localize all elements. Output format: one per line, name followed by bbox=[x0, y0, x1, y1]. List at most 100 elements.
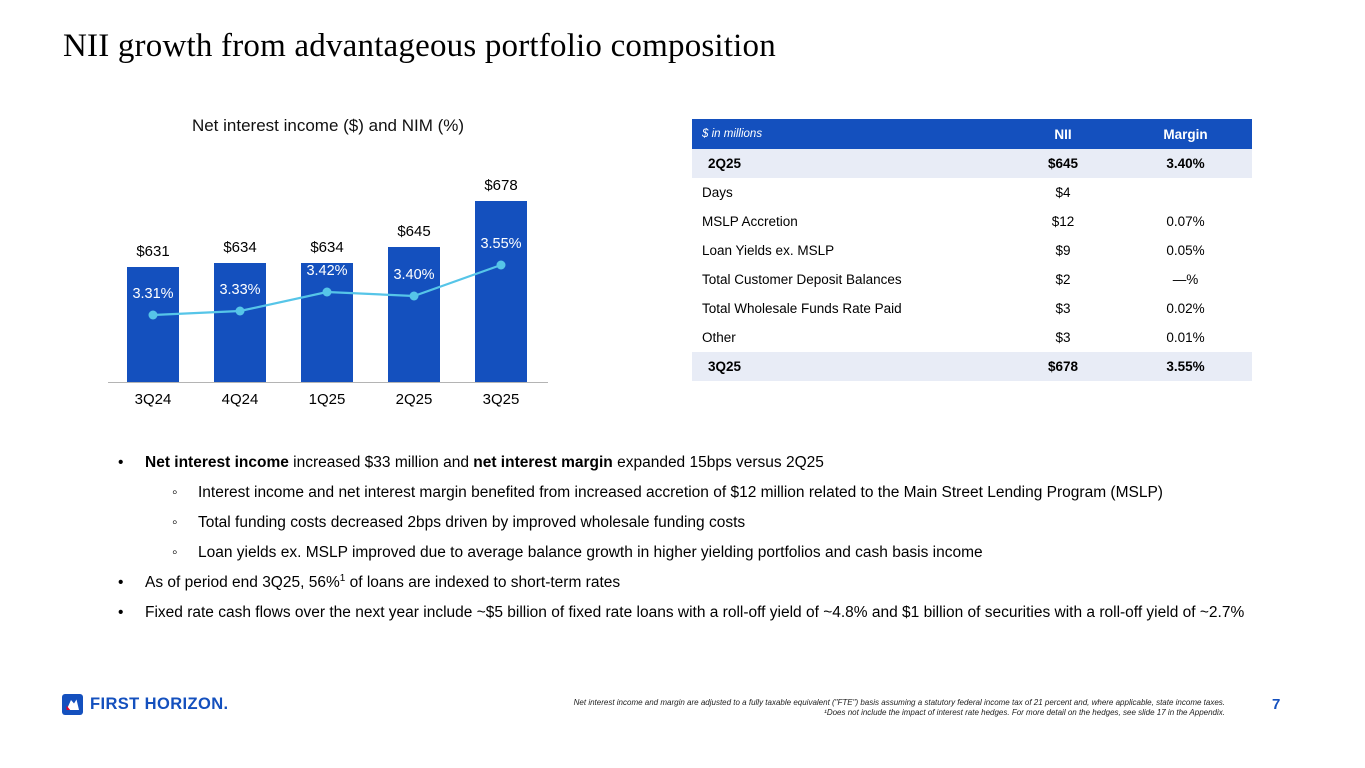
bullet-text: Loan yields ex. MSLP improved due to ave… bbox=[198, 542, 983, 563]
nii-bridge-table: $ in millions NII Margin 2Q25 $645 3.40% Da… bbox=[692, 119, 1252, 381]
nim-point bbox=[148, 310, 158, 320]
nii-value: $678 bbox=[1047, 359, 1079, 374]
table-row-days: Days $4 bbox=[692, 178, 1252, 207]
bullet-item: ◦ Loan yields ex. MSLP improved due to av… bbox=[172, 542, 1338, 563]
table-row-total-wholesale-funds-rate-paid: Total Wholesale Funds Rate Paid $3 0.02% bbox=[692, 294, 1252, 323]
nim-line bbox=[148, 260, 506, 320]
text-segment: of loans are indexed to short-term rates bbox=[345, 574, 621, 591]
nim-point bbox=[322, 287, 332, 297]
margin-value: 3.40% bbox=[1166, 156, 1205, 171]
bullet-marker: • bbox=[118, 454, 124, 471]
first-horizon-logo: FIRST HORIZON. bbox=[62, 694, 229, 715]
bullet-text: Fixed rate cash flows over the next year… bbox=[145, 602, 1244, 623]
nim-value-label: 3.42% bbox=[306, 263, 348, 279]
nii-value: $2 bbox=[1055, 272, 1071, 287]
x-axis-label: 4Q24 bbox=[221, 391, 259, 408]
bullet-list: • Net interest income increased $33 milli… bbox=[118, 452, 1338, 632]
margin-value: 3.55% bbox=[1166, 359, 1205, 374]
bullet-marker: • bbox=[118, 574, 124, 591]
x-axis-label: 1Q25 bbox=[308, 391, 346, 408]
bullet-marker: • bbox=[118, 604, 124, 621]
nim-value-label: 3.31% bbox=[132, 286, 174, 302]
bullet-marker: ◦ bbox=[172, 514, 178, 531]
bullet-item: ◦ Interest income and net interest margin… bbox=[172, 482, 1338, 503]
table-header-units: $ in millions bbox=[692, 119, 1007, 149]
bar-value-label: $634 bbox=[223, 239, 257, 256]
text-segment: Total funding costs decreased 2bps drive… bbox=[198, 514, 746, 531]
table-header-nii: NII bbox=[1007, 119, 1119, 149]
logo-wordmark: FIRST HORIZON. bbox=[90, 695, 229, 713]
text-segment: 1 bbox=[339, 572, 346, 584]
table-header-row: $ in millions NII Margin bbox=[692, 119, 1252, 149]
nii-value: $9 bbox=[1055, 243, 1071, 258]
nim-value-label: 3.33% bbox=[219, 282, 261, 298]
bullet-text: As of period end 3Q25, 56%1 of loans are… bbox=[145, 572, 620, 593]
bar-value-label: $631 bbox=[136, 243, 170, 260]
bullet-marker: ◦ bbox=[172, 484, 178, 501]
bullet-item: • Fixed rate cash flows over the next yea… bbox=[118, 602, 1338, 623]
table-header-margin: Margin bbox=[1119, 119, 1252, 149]
nii-nim-chart: $631 3.31% 3Q24 $634 3.33% 4Q24 $634 3.42% 1Q25 $… bbox=[108, 177, 558, 420]
x-axis-label: 3Q25 bbox=[482, 391, 520, 408]
nim-value-label: 3.40% bbox=[393, 267, 435, 283]
text-segment: As of period end 3Q25, 56% bbox=[145, 574, 340, 591]
table-row-loan-yields-ex-mslp: Loan Yields ex. MSLP $9 0.05% bbox=[692, 236, 1252, 265]
nii-value: $3 bbox=[1055, 301, 1071, 316]
bar-value-label: $645 bbox=[397, 223, 431, 240]
nim-point bbox=[235, 306, 245, 316]
bar-value-label: $678 bbox=[484, 177, 518, 194]
row-label: Total Customer Deposit Balances bbox=[702, 272, 902, 287]
bullet-item: ◦ Total funding costs decreased 2bps driv… bbox=[172, 512, 1338, 533]
bullet-text: Net interest income increased $33 millio… bbox=[145, 452, 824, 473]
table-row-3q25: 3Q25 $678 3.55% bbox=[692, 352, 1252, 381]
nii-value: $4 bbox=[1055, 185, 1071, 200]
margin-value: —% bbox=[1172, 272, 1199, 287]
nii-value: $12 bbox=[1051, 214, 1075, 229]
row-label: 2Q25 bbox=[708, 156, 742, 171]
bar-2Q25 bbox=[388, 247, 440, 382]
row-label: MSLP Accretion bbox=[702, 214, 798, 229]
text-segment: Net interest income bbox=[145, 454, 289, 471]
x-axis-label: 3Q24 bbox=[134, 391, 172, 408]
margin-value: 0.02% bbox=[1166, 301, 1205, 316]
nim-point bbox=[496, 260, 506, 270]
row-label: Other bbox=[702, 330, 736, 345]
chart-title: Net interest income ($) and NIM (%) bbox=[191, 116, 465, 135]
table-row-other: Other $3 0.01% bbox=[692, 323, 1252, 352]
bullet-text: Interest income and net interest margin … bbox=[198, 482, 1163, 503]
bullet-text: Total funding costs decreased 2bps drive… bbox=[198, 512, 745, 533]
row-label: Total Wholesale Funds Rate Paid bbox=[702, 301, 902, 316]
text-segment: expanded 15bps versus 2Q25 bbox=[612, 454, 824, 471]
bar-4Q24 bbox=[214, 263, 266, 382]
text-segment: Loan yields ex. MSLP improved due to ave… bbox=[198, 544, 983, 561]
table-row-mslp-accretion: MSLP Accretion $12 0.07% bbox=[692, 207, 1252, 236]
margin-value bbox=[1119, 178, 1252, 207]
bar-1Q25 bbox=[301, 263, 353, 382]
bar-3Q24 bbox=[127, 267, 179, 382]
x-axis-label: 2Q25 bbox=[395, 391, 433, 408]
footnote-line-2: ¹Does not include the impact of interest… bbox=[824, 707, 1225, 717]
x-axis-line bbox=[108, 382, 548, 383]
row-label: Loan Yields ex. MSLP bbox=[702, 243, 835, 258]
bullet-item: • As of period end 3Q25, 56%1 of loans ar… bbox=[118, 572, 1338, 593]
page-title: NII growth from advantageous portfolio c… bbox=[63, 28, 776, 64]
text-segment: Interest income and net interest margin … bbox=[198, 484, 1163, 501]
nii-value: $3 bbox=[1055, 330, 1071, 345]
nim-value-label: 3.55% bbox=[480, 236, 522, 252]
text-segment: increased $33 million and bbox=[288, 454, 474, 471]
bar-3Q25 bbox=[475, 201, 527, 382]
bar-value-label: $634 bbox=[310, 239, 344, 256]
bullet-marker: ◦ bbox=[172, 544, 178, 561]
nii-value: $645 bbox=[1047, 156, 1079, 171]
bullet-item: • Net interest income increased $33 milli… bbox=[118, 452, 1338, 473]
margin-value: 0.07% bbox=[1166, 214, 1205, 229]
first-horizon-logo-icon bbox=[62, 694, 83, 715]
table-row-total-customer-deposit-balances: Total Customer Deposit Balances $2 —% bbox=[692, 265, 1252, 294]
page-number: 7 bbox=[1272, 696, 1281, 713]
footnotes: Net interest income and margin are adjus… bbox=[505, 698, 1225, 717]
row-label: Days bbox=[702, 185, 733, 200]
row-label: 3Q25 bbox=[708, 359, 742, 374]
text-segment: Fixed rate cash flows over the next year… bbox=[145, 604, 1245, 621]
nim-point bbox=[409, 291, 419, 301]
